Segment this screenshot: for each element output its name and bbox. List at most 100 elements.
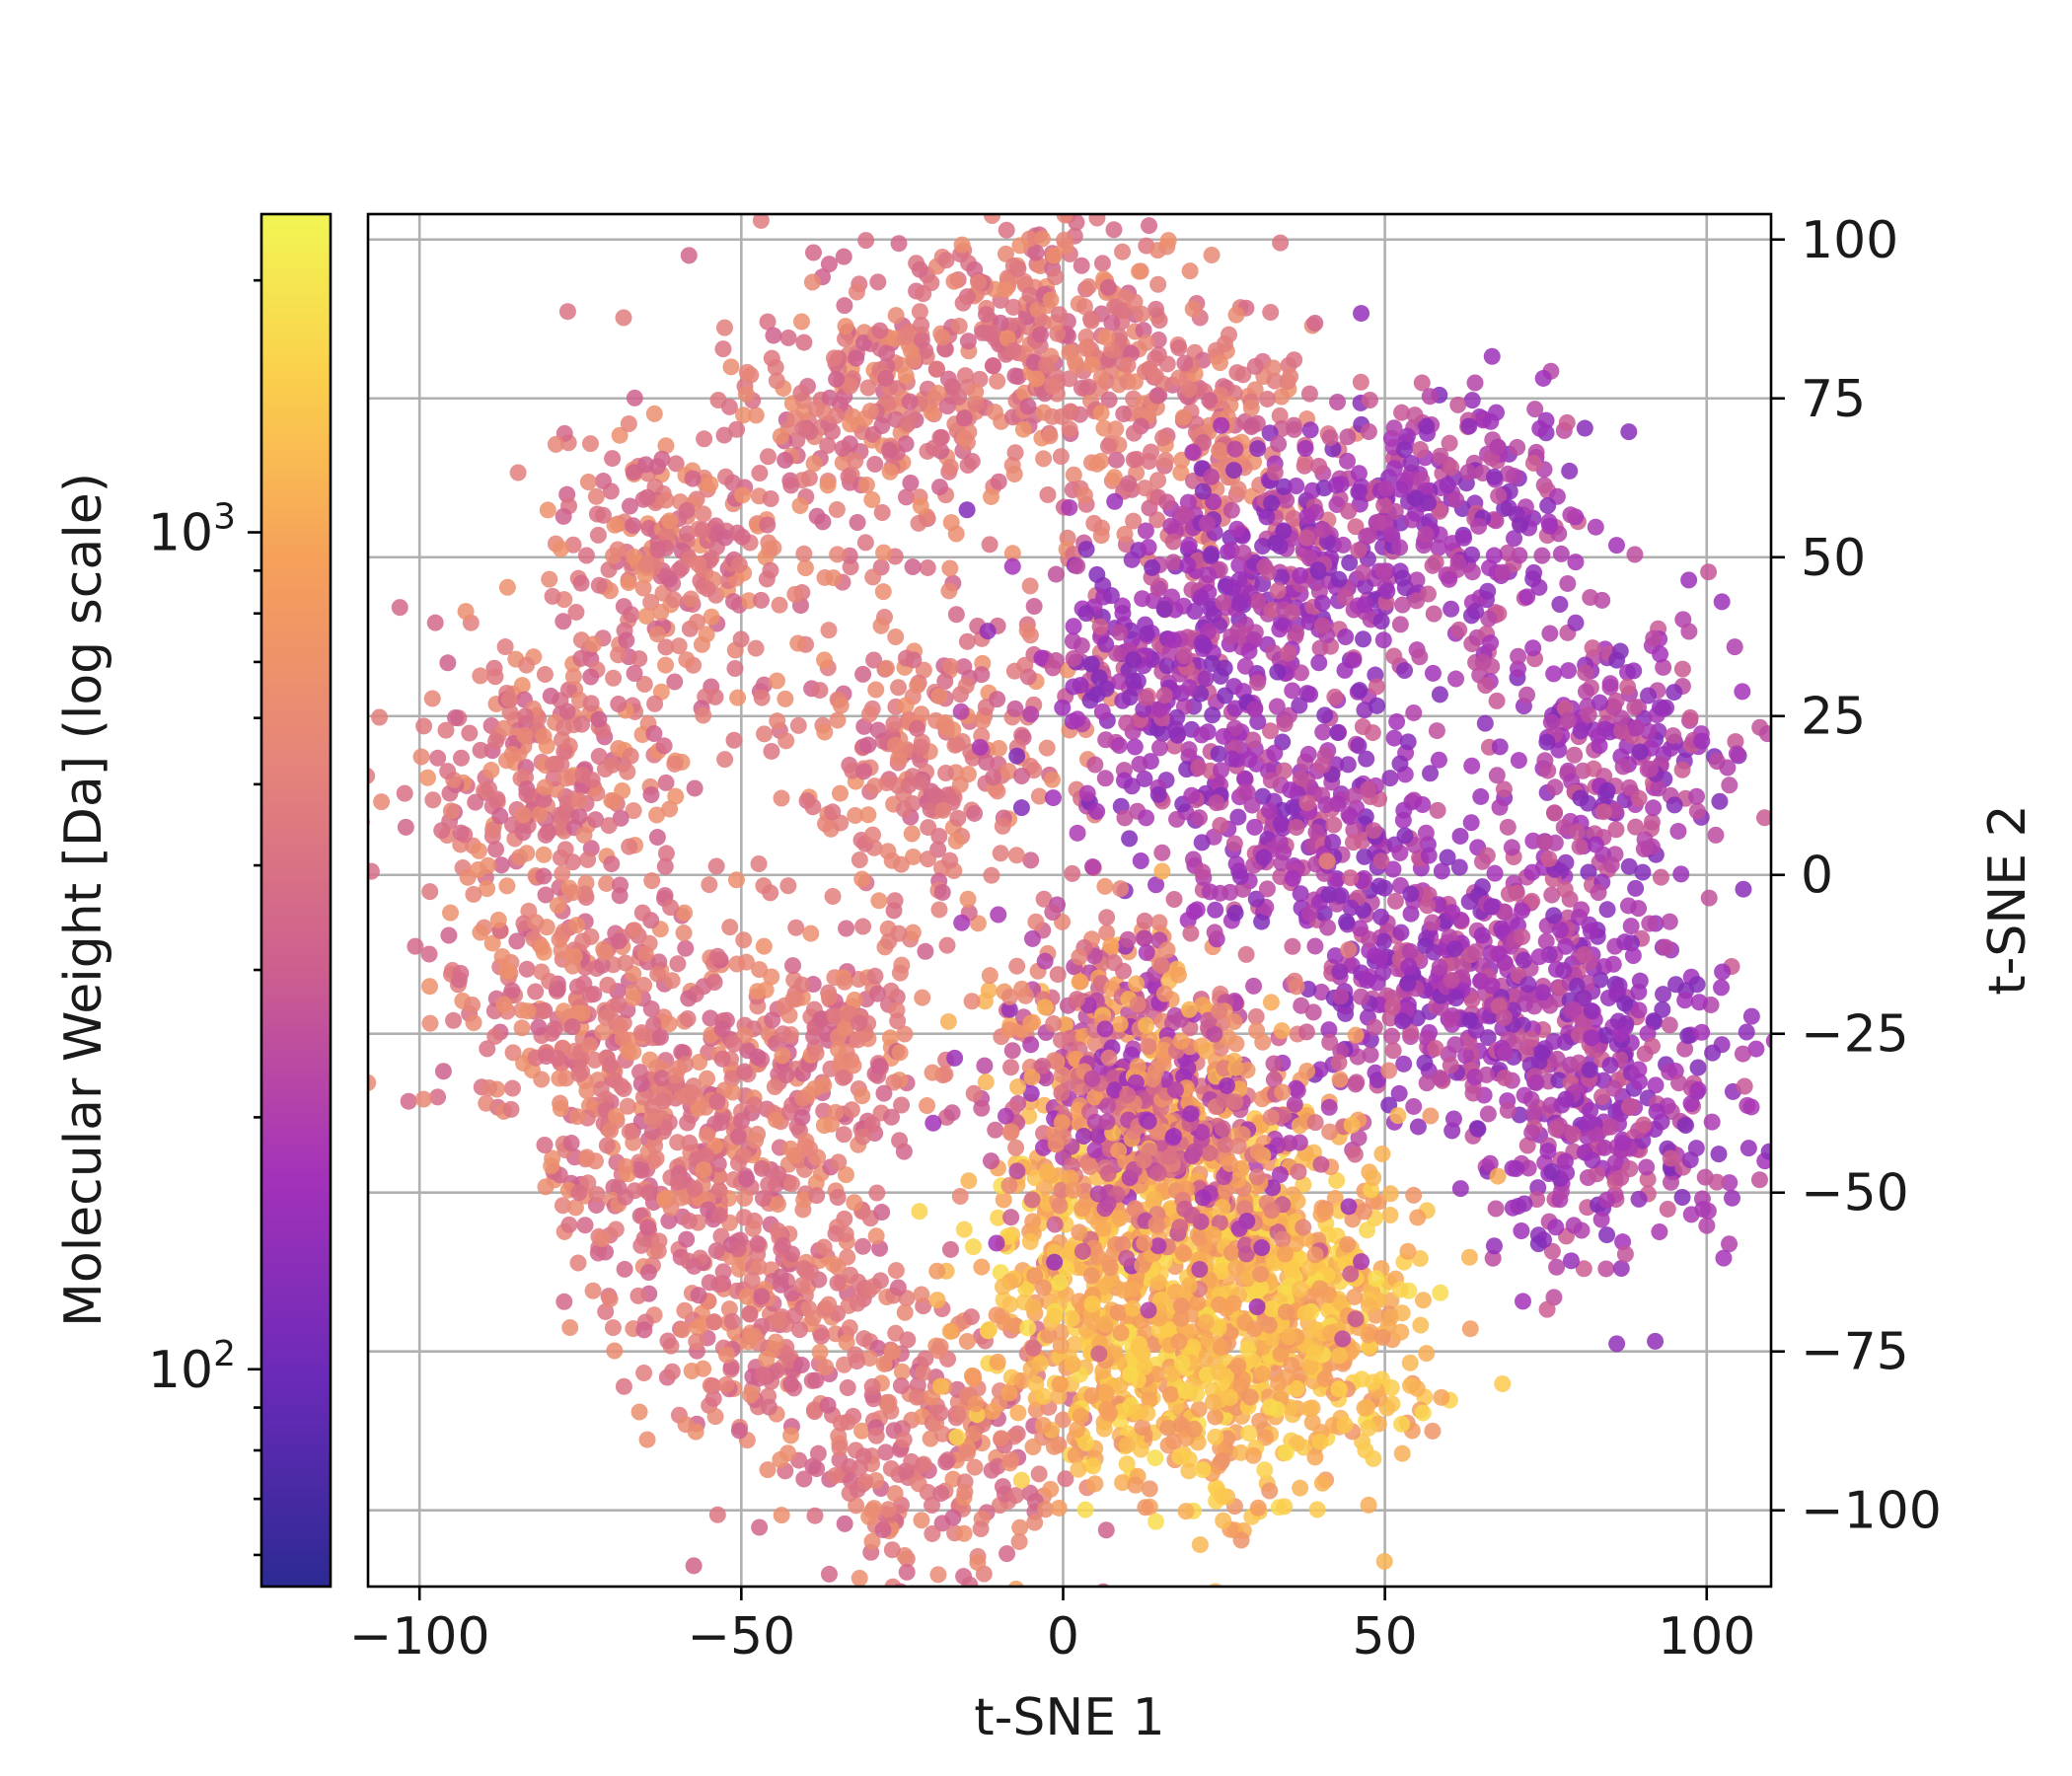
scatter-point [919, 1097, 936, 1115]
scatter-point [1374, 964, 1392, 982]
scatter-point [1779, 644, 1796, 661]
scatter-point [594, 1023, 612, 1041]
scatter-point [1490, 945, 1508, 963]
scatter-point [830, 1587, 847, 1603]
scatter-point [919, 558, 936, 576]
scatter-point [1593, 1087, 1611, 1105]
scatter-point [705, 1313, 723, 1331]
scatter-point [690, 555, 707, 573]
scatter-point [1386, 892, 1404, 910]
scatter-point [657, 656, 675, 674]
scatter-point [1115, 406, 1133, 423]
scatter-point [1439, 477, 1456, 494]
scatter-point [1077, 339, 1095, 357]
scatter-point [837, 1225, 854, 1243]
scatter-point [1227, 855, 1245, 873]
scatter-point [696, 430, 713, 448]
scatter-point [1258, 880, 1276, 898]
scatter-point [1635, 1116, 1653, 1134]
scatter-point [725, 593, 743, 611]
scatter-point [1313, 594, 1331, 612]
scatter-point [1019, 398, 1037, 415]
scatter-point [467, 793, 484, 811]
scatter-point [913, 738, 930, 756]
scatter-point [1449, 396, 1467, 413]
scatter-point [1396, 827, 1414, 845]
scatter-point [1347, 1075, 1365, 1093]
scatter-point [1552, 922, 1570, 939]
scatter-point [1414, 795, 1432, 813]
scatter-point [619, 763, 636, 780]
scatter-point [1719, 759, 1737, 777]
scatter-point [1704, 1044, 1722, 1062]
scatter-point [871, 322, 889, 339]
scatter-point [1648, 1103, 1665, 1121]
scatter-point [782, 1427, 800, 1444]
scatter-point [535, 846, 553, 863]
scatter-point [1545, 907, 1563, 925]
scatter-point [956, 1483, 974, 1501]
scatter-point [695, 706, 712, 724]
scatter-point [421, 1014, 439, 1032]
scatter-point [910, 1475, 927, 1493]
scatter-point [1374, 932, 1392, 950]
scatter-point [1620, 778, 1638, 796]
scatter-point [568, 978, 586, 996]
scatter-point [1154, 429, 1172, 447]
scatter-point [539, 501, 556, 519]
scatter-point [842, 377, 859, 395]
scatter-point [971, 370, 989, 388]
scatter-point [368, 767, 376, 784]
scatter-point [936, 1591, 953, 1608]
scatter-point [572, 574, 590, 592]
scatter-point [955, 1524, 973, 1542]
scatter-point [837, 1166, 854, 1184]
scatter-point [896, 800, 914, 818]
scatter-point [782, 1375, 800, 1393]
scatter-point [480, 779, 497, 797]
scatter-point [1156, 452, 1174, 470]
scatter-point [1082, 312, 1100, 330]
scatter-point [635, 1321, 653, 1339]
scatter-point [857, 476, 875, 493]
scatter-point [1144, 558, 1161, 576]
scatter-point [1643, 813, 1661, 831]
scatter-point [682, 590, 700, 608]
scatter-point [1827, 1280, 1844, 1296]
scatter-point [604, 450, 622, 468]
scatter-point [806, 1507, 824, 1524]
scatter-point [1006, 179, 1023, 195]
scatter-point [400, 1092, 417, 1110]
scatter-point [493, 948, 511, 966]
scatter-point [616, 1260, 633, 1278]
scatter-point [949, 1406, 967, 1424]
scatter-point [800, 1299, 818, 1317]
scatter-point [1183, 786, 1201, 804]
scatter-point [442, 802, 460, 820]
scatter-point [1044, 378, 1062, 396]
scatter-point [621, 1123, 638, 1141]
scatter-point [777, 690, 794, 707]
scatter-point [657, 491, 675, 509]
scatter-point [1638, 1158, 1656, 1176]
scatter-point [886, 1485, 904, 1503]
scatter-point [630, 1403, 648, 1421]
scatter-point [736, 1189, 754, 1207]
scatter-point [479, 1040, 496, 1058]
scatter-point [847, 1346, 864, 1364]
scatter-point [1595, 1139, 1613, 1156]
scatter-point [714, 1263, 732, 1281]
scatter-point [1562, 506, 1580, 524]
scatter-point [881, 441, 899, 459]
scatter-point [1041, 106, 1058, 122]
scatter-point [634, 579, 652, 597]
scatter-point [892, 1376, 910, 1394]
scatter-point [854, 1237, 872, 1255]
scatter-point [679, 1114, 697, 1132]
scatter-point [1399, 974, 1417, 992]
scatter-point [971, 738, 989, 756]
scatter-point [808, 1187, 826, 1205]
scatter-point [1742, 1007, 1760, 1025]
scatter-point [1003, 557, 1021, 575]
